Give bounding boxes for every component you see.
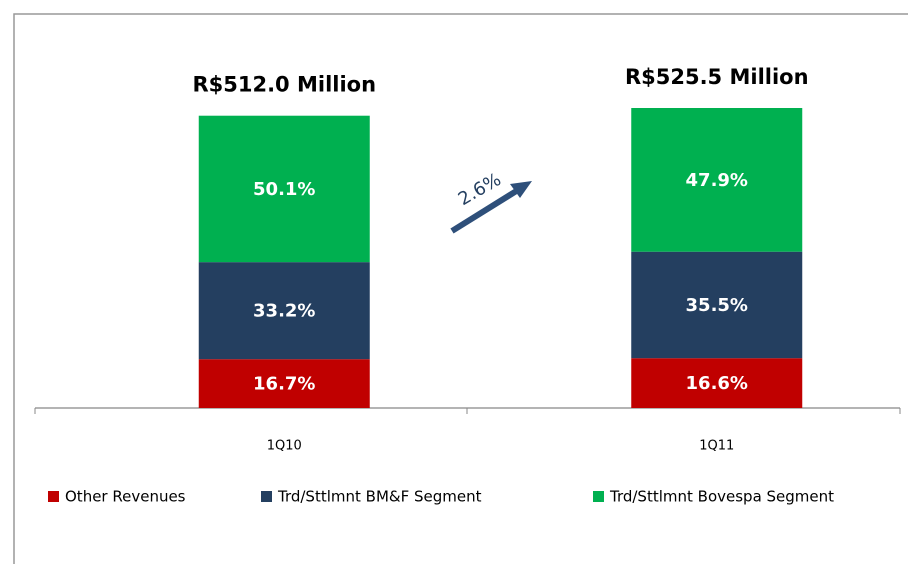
- frame: [13, 13, 908, 564]
- bar-segment: [631, 251, 803, 359]
- total-label: R$525.5 Million: [625, 65, 809, 89]
- segment-label: 33.2%: [253, 301, 315, 322]
- legend-swatch: [48, 491, 59, 502]
- x-tick-label: 1Q10: [267, 439, 302, 454]
- bar-segment: [198, 262, 370, 360]
- legend-label: Trd/Sttlmnt BM&F Segment: [277, 488, 482, 506]
- legend-label: Trd/Sttlmnt Bovespa Segment: [609, 488, 834, 506]
- legend-swatch: [593, 491, 604, 502]
- arrow-shaft: [450, 187, 520, 234]
- growth-arrow: [450, 181, 532, 234]
- arrow-head: [510, 181, 532, 198]
- segment-label: 50.1%: [253, 179, 315, 200]
- legend-label: Other Revenues: [65, 488, 186, 506]
- segment-label: 16.7%: [253, 374, 315, 395]
- x-tick-label: 1Q11: [699, 439, 734, 454]
- bar-segment: [198, 359, 370, 408]
- segment-label: 16.6%: [686, 373, 748, 394]
- segment-label: 47.9%: [686, 170, 748, 191]
- bar-segment: [198, 115, 370, 263]
- total-label: R$512.0 Million: [192, 73, 376, 97]
- bar-segment: [631, 358, 803, 408]
- segment-label: 35.5%: [686, 295, 748, 316]
- legend-swatch: [261, 491, 272, 502]
- bar-segment: [631, 108, 803, 252]
